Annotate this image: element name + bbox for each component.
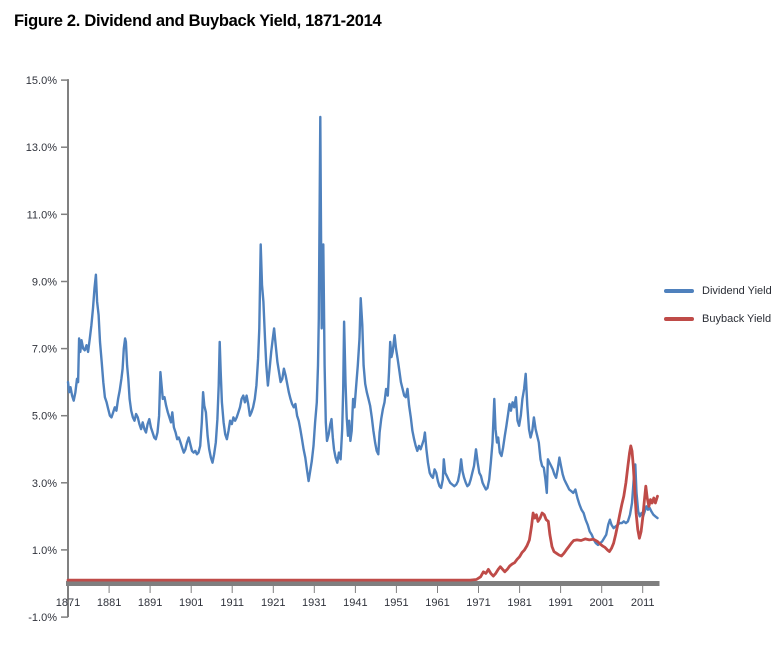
dividend-yield-line-swatch [664, 289, 694, 293]
x-axis-label: 1911 [220, 597, 244, 609]
x-axis-label: 1951 [384, 597, 408, 609]
buyback-yield-legend-label: Buyback Yield [702, 313, 772, 325]
x-axis-label: 1901 [179, 597, 203, 609]
legend: Dividend Yield Buyback Yield [664, 284, 772, 340]
figure-title: Figure 2. Dividend and Buyback Yield, 18… [14, 12, 382, 30]
y-axis-label: 13.0% [26, 142, 57, 154]
x-axis-label: 1961 [425, 597, 449, 609]
x-axis-label: 1891 [138, 597, 162, 609]
dividend-yield-legend-label: Dividend Yield [702, 285, 772, 297]
legend-item-buyback-yield: Buyback Yield [664, 312, 772, 326]
y-axis-label: 11.0% [27, 209, 58, 221]
x-axis-label: 2001 [589, 597, 613, 609]
x-axis-label: 1991 [548, 597, 572, 609]
y-axis-label: 15.0% [26, 75, 57, 87]
x-axis-label: 1931 [302, 597, 326, 609]
y-axis-label: 5.0% [32, 411, 57, 423]
buyback-yield-line-swatch [664, 317, 694, 321]
y-axis-label: 3.0% [32, 478, 57, 490]
legend-item-dividend-yield: Dividend Yield [664, 284, 772, 298]
y-axis-label: 7.0% [32, 344, 57, 356]
dividend-yield-line [66, 115, 659, 547]
y-axis-label: 1.0% [32, 545, 57, 557]
y-axis-label: -1.0% [28, 612, 57, 624]
y-axis-label: 9.0% [32, 277, 57, 289]
x-axis-label: 2011 [631, 597, 655, 609]
x-axis-label: 1941 [343, 597, 367, 609]
buyback-yield-line [66, 444, 659, 582]
x-axis-label: 1881 [97, 597, 121, 609]
x-axis-label: 1981 [507, 597, 531, 609]
x-axis-label: 1971 [466, 597, 490, 609]
x-axis-label: 1921 [261, 597, 285, 609]
x-axis-label: 1871 [56, 597, 80, 609]
